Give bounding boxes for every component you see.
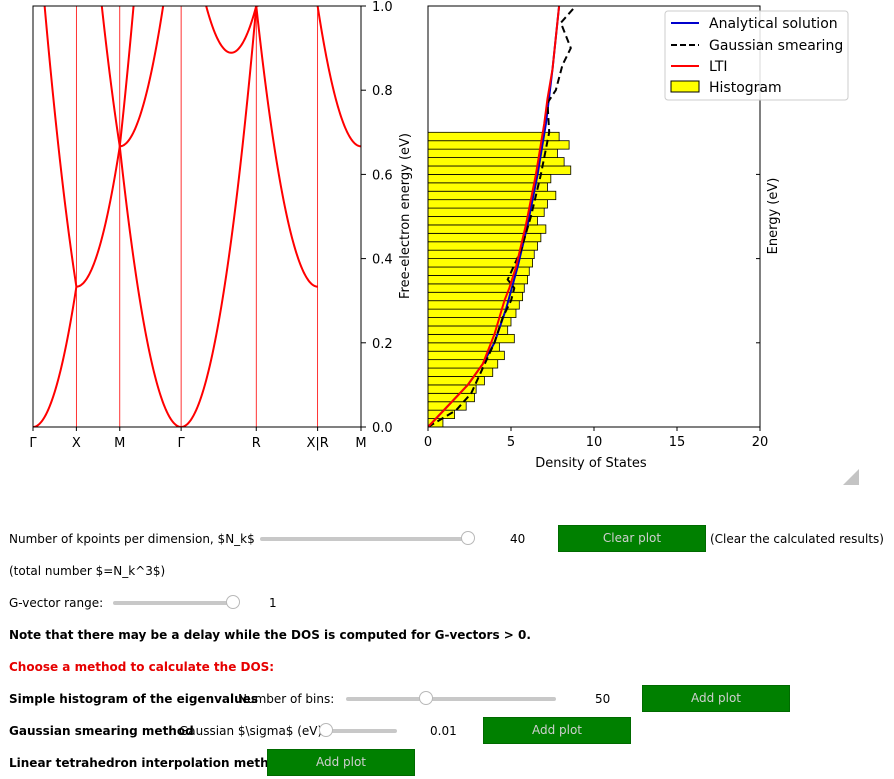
band-curve [76, 146, 121, 288]
dos-x-tick-label: 5 [507, 435, 515, 450]
legend: Analytical solution Gaussian smearing LT… [664, 10, 849, 101]
gaussian-smearing-line [428, 6, 577, 427]
band-plot-frame [32, 5, 362, 428]
sigma-value: 0.01 [430, 724, 457, 738]
band-curve [255, 6, 318, 288]
clear-note: (Clear the calculated results) [710, 532, 884, 546]
band-x-tick-label: X|R [306, 436, 328, 451]
g-vector-slider-handle[interactable] [226, 595, 240, 609]
histogram-bar [428, 384, 477, 394]
dos-x-tick-label: 20 [752, 435, 769, 450]
band-structure-plot: Γ X M Γ R X|R M 0.0 0.2 0.4 0.6 0.8 1.0 Free-electr… [29, 0, 413, 451]
band-curve [205, 6, 258, 54]
histogram-bar [428, 173, 552, 184]
histogram-bar [428, 350, 505, 361]
band-curve [118, 6, 135, 147]
legend-analytical: Analytical solution [709, 16, 838, 32]
band-curve [100, 6, 121, 147]
sigma-slider-handle[interactable] [319, 723, 333, 737]
histogram-bar [428, 182, 548, 192]
histogram-bar [428, 165, 572, 175]
histogram-bar [428, 207, 545, 217]
nk-label: Number of kpoints per dimension, $N_k$ [9, 532, 255, 546]
dos-y-axis-label: Energy (eV) [766, 178, 781, 255]
band-curve [256, 6, 258, 7]
nk-slider-handle[interactable] [460, 531, 475, 545]
band-curve [43, 6, 78, 287]
histogram-bar [428, 333, 515, 344]
nk-slider[interactable] [260, 537, 474, 541]
resize-handle[interactable] [843, 469, 859, 485]
dos-x-tick-label: 0 [424, 435, 432, 450]
band-x-tick-label: X [72, 436, 81, 451]
band-structure-and-dos-figure: Γ X M Γ R X|R M 0.0 0.2 0.4 0.6 0.8 1.0 Free-electr… [29, 0, 849, 471]
band-x-tick-label: Γ [29, 436, 37, 451]
band-curve [181, 6, 258, 427]
g-vector-label: G-vector range: [9, 596, 104, 610]
band-curve [316, 6, 361, 148]
bins-slider[interactable] [346, 697, 556, 701]
dos-x-tick-label: 15 [669, 435, 686, 450]
dos-x-axis-label: Density of States [535, 456, 647, 471]
bins-value: 50 [595, 692, 611, 706]
band-curve [317, 6, 319, 7]
band-y-tick-label: 0.8 [372, 84, 393, 99]
bins-slider-handle[interactable] [418, 691, 433, 705]
band-y-tick-label: 0.2 [372, 337, 393, 352]
sigma-slider[interactable] [326, 729, 397, 733]
lti-add-plot-button[interactable]: Add plot [267, 749, 415, 776]
band-curve [33, 286, 78, 427]
legend-histogram: Histogram [709, 80, 782, 96]
dos-x-tick-label: 10 [586, 435, 603, 450]
histogram-method-title: Simple histogram of the eigenvalues [9, 692, 258, 706]
band-y-tick-label: 0.6 [372, 168, 393, 183]
nk-value: 40 [510, 532, 526, 546]
delay-note: Note that there may be a delay while the… [9, 628, 531, 642]
band-x-tick-label: M [114, 436, 125, 451]
band-curve [119, 6, 165, 148]
lti-line [428, 6, 561, 427]
band-y-tick-label: 0.0 [372, 421, 393, 436]
histogram-bar [428, 359, 499, 369]
total-kpoints-label: (total number $=N_k^3$) [9, 564, 166, 578]
band-x-tick-label: Γ [177, 436, 185, 451]
g-vector-slider[interactable] [113, 601, 233, 605]
band-x-tick-label: M [355, 436, 366, 451]
dos-plot: 0 5 10 15 20 Density of States Energy (eV) A… [424, 5, 849, 471]
gaussian-method-title: Gaussian smearing method [9, 724, 194, 738]
band-curve [255, 6, 257, 7]
legend-histogram-swatch [670, 80, 700, 93]
band-x-tick-label: R [252, 436, 261, 451]
band-curve [118, 146, 182, 427]
legend-lti: LTI [709, 59, 728, 75]
clear-plot-button[interactable]: Clear plot [558, 525, 706, 552]
legend-gaussian: Gaussian smearing [709, 38, 843, 54]
band-y-tick-label: 1.0 [372, 0, 393, 15]
sigma-label: Gaussian $\sigma$ (eV): [179, 724, 327, 738]
gaussian-add-plot-button[interactable]: Add plot [483, 717, 631, 744]
choose-method-heading: Choose a method to calculate the DOS: [9, 660, 275, 674]
histogram-add-plot-button[interactable]: Add plot [642, 685, 790, 712]
lti-method-title: Linear tetrahedron interpolation method [9, 756, 286, 770]
g-vector-value: 1 [269, 596, 277, 610]
histogram-bar [428, 216, 538, 226]
band-curve [256, 6, 261, 7]
band-y-tick-label: 0.4 [372, 253, 393, 268]
band-y-axis-label: Free-electron energy (eV) [398, 133, 413, 299]
histogram-bar [428, 131, 560, 142]
band-curve [255, 6, 257, 7]
bins-label: Number of bins: [238, 692, 335, 706]
